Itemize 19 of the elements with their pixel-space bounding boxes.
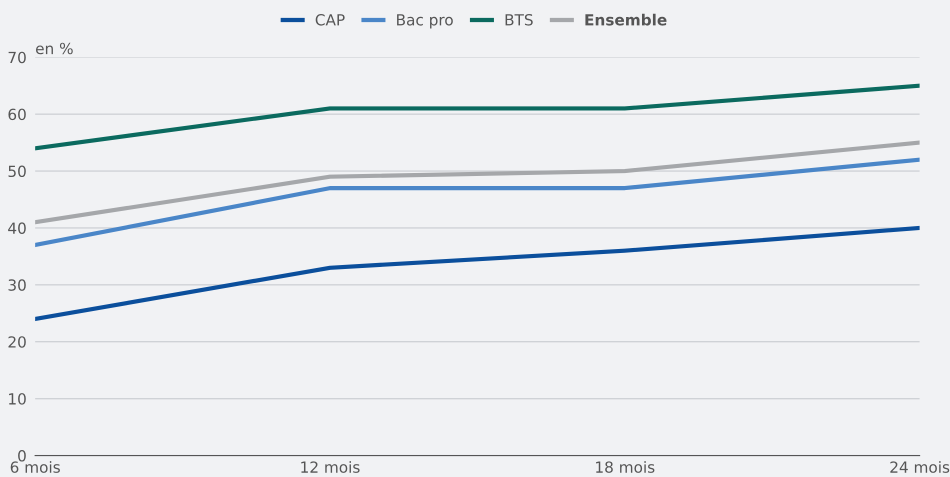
y-axis-title: en % <box>36 42 73 54</box>
legend-label: Bac pro <box>397 14 453 29</box>
y-tick-label: 50 <box>8 166 26 178</box>
y-tick-label: 70 <box>8 52 26 64</box>
x-tick-label: 6 mois <box>10 461 60 473</box>
y-tick-label: 30 <box>8 279 26 291</box>
y-tick-label: 20 <box>8 336 26 348</box>
legend-label: CAP <box>316 14 345 26</box>
x-tick-label: 12 mois <box>301 461 360 473</box>
legend-label: BTS <box>506 14 533 26</box>
line-series <box>35 226 920 322</box>
x-tick-label: 24 mois <box>890 461 950 473</box>
x-tick-label: 18 mois <box>596 461 654 473</box>
y-tick-label: 10 <box>9 393 26 405</box>
legend-label: Ensemble <box>585 14 666 26</box>
line-series <box>35 140 920 224</box>
y-tick-label: 0 <box>18 450 26 462</box>
y-tick-label: 40 <box>8 222 26 234</box>
y-tick-label: 60 <box>8 108 26 120</box>
